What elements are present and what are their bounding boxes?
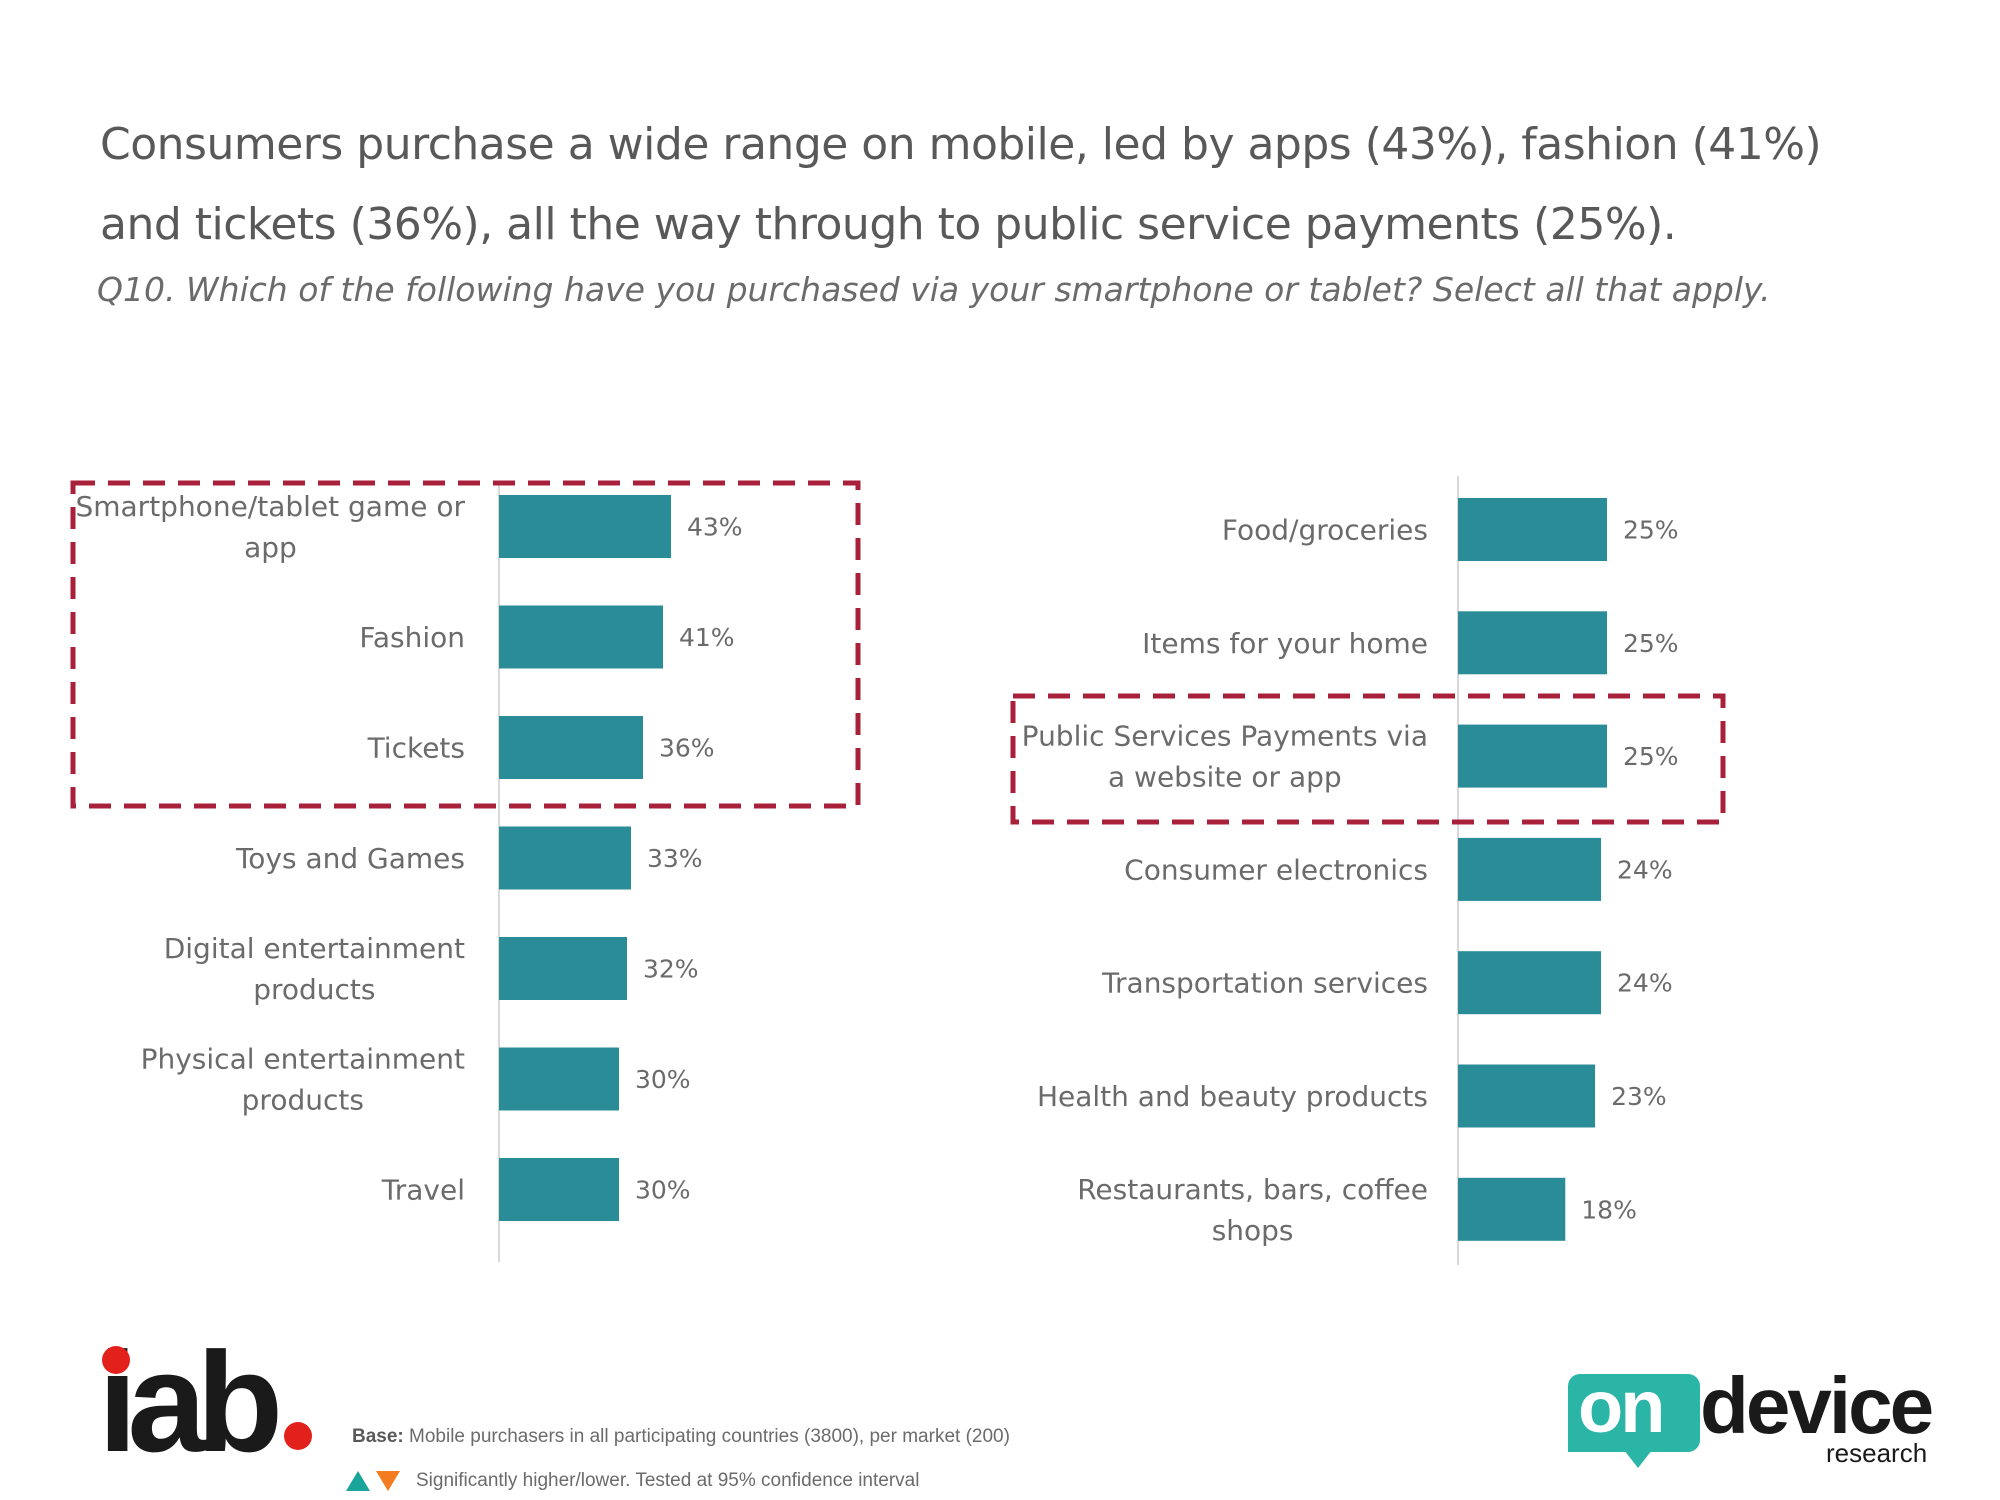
left-category-label-7: Travel (381, 1174, 465, 1207)
left-data-label-4: 33% (647, 844, 703, 873)
right-bar-5 (1458, 951, 1602, 1015)
base-text: Mobile purchasers in all participating c… (403, 1426, 1010, 1447)
ondevice-logo-device: device (1700, 1361, 1934, 1450)
triangle-down-icon (376, 1471, 400, 1491)
right-bar-4 (1458, 837, 1602, 901)
right-data-label-3: 25% (1623, 742, 1679, 771)
left-data-label-6: 30% (635, 1065, 691, 1094)
right-category-label-2: Items for your home (1142, 627, 1428, 660)
left-bar-4 (499, 826, 631, 890)
base-footnote: Base: Mobile purchasers in all participa… (352, 1426, 1010, 1448)
left-data-label-7: 30% (635, 1176, 691, 1205)
highlight-box-top-three (70, 480, 861, 809)
right-bar-3 (1458, 724, 1607, 788)
title-line-1: Consumers purchase a wide range on mobil… (100, 119, 1822, 170)
right-data-label-7: 18% (1581, 1195, 1637, 1224)
speech-bubble-icon (1568, 1374, 1700, 1452)
right-category-label-7-line-1: Restaurants, bars, coffee (1077, 1173, 1428, 1206)
highlight-box-public-services (1010, 693, 1726, 825)
left-bar-1 (499, 495, 671, 558)
left-category-label-6-line-1: Physical entertainment (141, 1043, 465, 1076)
left-category-label-6-line-2: products (242, 1084, 364, 1117)
right-bar-7 (1458, 1177, 1566, 1241)
right-data-label-4: 24% (1617, 855, 1673, 884)
right-category-label-4: Consumer electronics (1124, 853, 1428, 886)
left-data-label-1: 43% (687, 513, 743, 542)
left-category-label-5-line-1: Digital entertainment (164, 932, 465, 965)
right-category-label-5: Transportation services (1101, 967, 1428, 1000)
significance-text: Significantly higher/lower. Tested at 95… (416, 1470, 920, 1491)
iab-logo: iab (98, 1332, 318, 1474)
left-data-label-3: 36% (659, 734, 715, 763)
left-bar-3 (499, 716, 643, 779)
right-bar-1 (1458, 498, 1607, 561)
right-category-label-6: Health and beauty products (1037, 1080, 1428, 1113)
significance-footnote: Significantly higher/lower. Tested at 95… (346, 1470, 919, 1492)
left-bar-2 (499, 605, 663, 669)
base-label: Base: (352, 1426, 404, 1447)
left-data-label-5: 32% (643, 955, 699, 984)
speech-bubble-tail (1624, 1450, 1652, 1468)
iab-logo-dot-end (284, 1422, 312, 1450)
right-category-label-7-line-2: shops (1212, 1214, 1294, 1247)
ondevice-logo-research: research (1826, 1438, 1928, 1468)
right-bar-6 (1458, 1064, 1596, 1128)
right-data-label-2: 25% (1623, 629, 1679, 658)
ondevice-logo-on: on (1578, 1365, 1665, 1448)
right-data-label-5: 24% (1617, 969, 1673, 998)
right-category-label-1: Food/groceries (1222, 514, 1428, 547)
page-title: Consumers purchase a wide range on mobil… (100, 105, 1900, 265)
right-category-label-3-line-1: Public Services Payments via (1022, 720, 1428, 753)
right-bar-2 (1458, 611, 1607, 675)
left-category-label-4: Toys and Games (235, 842, 465, 875)
right-category-label-3-line-2: a website or app (1108, 761, 1342, 794)
left-category-label-5-line-2: products (253, 973, 375, 1006)
left-category-label-1-line-2: app (244, 531, 297, 564)
ondevice-research-logo: on device research (1568, 1361, 1948, 1470)
left-data-label-2: 41% (679, 623, 735, 652)
title-line-2: and tickets (36%), all the way through t… (100, 199, 1677, 250)
left-bar-6 (499, 1047, 619, 1111)
left-category-label-3: Tickets (367, 732, 465, 765)
left-category-label-1-line-1: Smartphone/tablet game or (75, 490, 465, 523)
triangle-up-icon (346, 1471, 370, 1491)
left-bar-7 (499, 1158, 619, 1221)
right-data-label-1: 25% (1623, 516, 1679, 545)
left-category-label-2: Fashion (359, 621, 465, 654)
iab-logo-dot-top (102, 1346, 130, 1374)
question-subtitle: Q10. Which of the following have you pur… (97, 270, 1771, 309)
right-data-label-6: 23% (1611, 1082, 1667, 1111)
left-bar-5 (499, 937, 627, 1000)
